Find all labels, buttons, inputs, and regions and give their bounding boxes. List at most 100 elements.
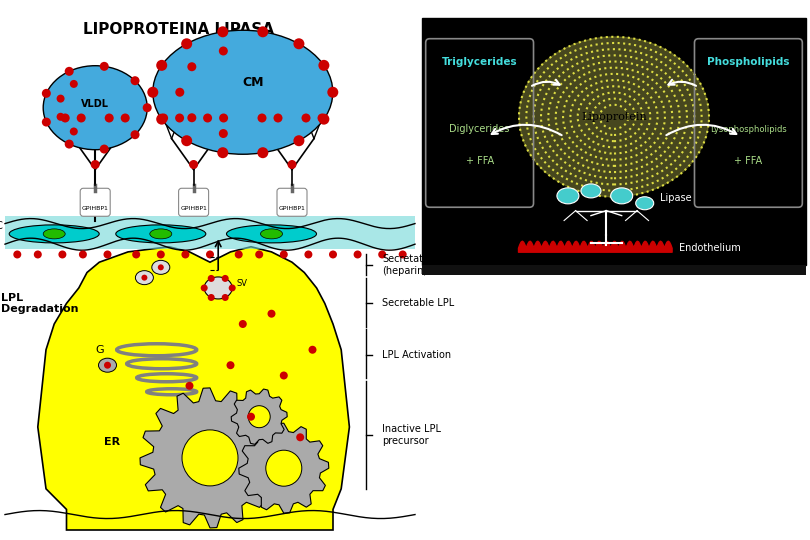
Circle shape <box>318 60 330 71</box>
Circle shape <box>58 251 66 259</box>
Circle shape <box>217 147 228 158</box>
Circle shape <box>222 275 228 282</box>
Circle shape <box>327 87 339 98</box>
Circle shape <box>42 118 51 126</box>
Circle shape <box>181 135 192 146</box>
Text: VLDL: VLDL <box>81 99 109 109</box>
Circle shape <box>217 26 228 37</box>
Circle shape <box>206 251 214 259</box>
Circle shape <box>189 160 198 169</box>
Text: GPIHBP1: GPIHBP1 <box>279 206 305 211</box>
Circle shape <box>399 251 407 259</box>
Polygon shape <box>422 18 806 265</box>
Circle shape <box>227 361 235 369</box>
Circle shape <box>57 94 65 103</box>
Circle shape <box>258 113 266 123</box>
Ellipse shape <box>43 66 147 150</box>
Circle shape <box>175 87 185 97</box>
Circle shape <box>235 251 243 259</box>
Text: Triglycerides: Triglycerides <box>441 57 518 68</box>
FancyBboxPatch shape <box>80 188 110 217</box>
Ellipse shape <box>636 197 654 210</box>
Polygon shape <box>38 247 349 530</box>
Ellipse shape <box>204 277 232 299</box>
Text: Inactive LPL
precursor: Inactive LPL precursor <box>382 424 441 446</box>
Text: Ambas pueden actuar como
puente entre la lipoproteina y los
receptores: Ambas pueden actuar como puente entre la… <box>462 43 705 100</box>
Circle shape <box>222 294 228 301</box>
Circle shape <box>239 320 247 328</box>
Circle shape <box>296 433 305 441</box>
Circle shape <box>228 285 236 292</box>
Circle shape <box>288 160 296 169</box>
Circle shape <box>100 145 109 153</box>
Circle shape <box>77 113 86 123</box>
Circle shape <box>181 38 192 49</box>
Text: Diglycerides: Diglycerides <box>450 124 509 134</box>
Ellipse shape <box>611 188 633 204</box>
Ellipse shape <box>43 229 65 239</box>
Circle shape <box>65 67 74 76</box>
Text: Lysophospholipids: Lysophospholipids <box>710 125 787 133</box>
Circle shape <box>207 275 215 282</box>
Text: Secretatogue
(heparin): Secretatogue (heparin) <box>382 254 447 275</box>
Circle shape <box>70 127 78 136</box>
Text: G: G <box>95 345 104 355</box>
Circle shape <box>158 265 164 271</box>
Circle shape <box>318 113 326 123</box>
Circle shape <box>305 251 313 259</box>
Circle shape <box>156 113 167 125</box>
Circle shape <box>258 147 268 158</box>
Text: LPL
Degradation: LPL Degradation <box>1 293 79 314</box>
Circle shape <box>65 139 74 148</box>
Circle shape <box>181 251 190 259</box>
Circle shape <box>34 251 42 259</box>
Ellipse shape <box>151 260 170 274</box>
Circle shape <box>159 113 168 123</box>
Text: Lipase: Lipase <box>660 193 692 203</box>
Circle shape <box>219 113 228 123</box>
Text: GPIHBP1: GPIHBP1 <box>82 206 109 211</box>
Circle shape <box>187 62 196 71</box>
Circle shape <box>130 76 139 85</box>
Circle shape <box>203 113 212 123</box>
Polygon shape <box>5 216 415 249</box>
Circle shape <box>293 38 305 49</box>
Ellipse shape <box>519 37 709 197</box>
Circle shape <box>219 129 228 138</box>
Circle shape <box>147 87 158 98</box>
Ellipse shape <box>116 225 206 243</box>
Circle shape <box>187 113 196 122</box>
Ellipse shape <box>581 184 601 198</box>
Text: + FFA: + FFA <box>466 156 493 166</box>
Circle shape <box>42 89 51 98</box>
Circle shape <box>274 113 283 123</box>
Text: GPIHBP1: GPIHBP1 <box>180 206 207 211</box>
Circle shape <box>156 60 167 71</box>
Circle shape <box>219 46 228 56</box>
Text: CM: CM <box>242 76 263 89</box>
Text: + FFA: + FFA <box>735 156 762 166</box>
Text: LPL Activation: LPL Activation <box>382 350 451 360</box>
Text: EC: EC <box>0 221 3 231</box>
Circle shape <box>132 251 140 259</box>
Circle shape <box>104 113 113 123</box>
Circle shape <box>100 62 109 71</box>
Circle shape <box>329 251 337 259</box>
Polygon shape <box>231 389 288 444</box>
Circle shape <box>79 251 87 259</box>
Circle shape <box>61 113 70 123</box>
Ellipse shape <box>557 188 579 204</box>
Circle shape <box>70 80 78 88</box>
Text: ER: ER <box>104 437 120 448</box>
Ellipse shape <box>9 225 99 243</box>
Text: SV: SV <box>237 280 247 288</box>
Circle shape <box>91 160 100 169</box>
Circle shape <box>279 372 288 380</box>
Circle shape <box>121 113 130 123</box>
Circle shape <box>143 103 151 112</box>
Circle shape <box>301 113 310 123</box>
Text: LIPASA HEPATICA: LIPASA HEPATICA <box>509 238 657 253</box>
Polygon shape <box>239 423 329 513</box>
Circle shape <box>182 430 238 486</box>
Ellipse shape <box>261 229 283 239</box>
